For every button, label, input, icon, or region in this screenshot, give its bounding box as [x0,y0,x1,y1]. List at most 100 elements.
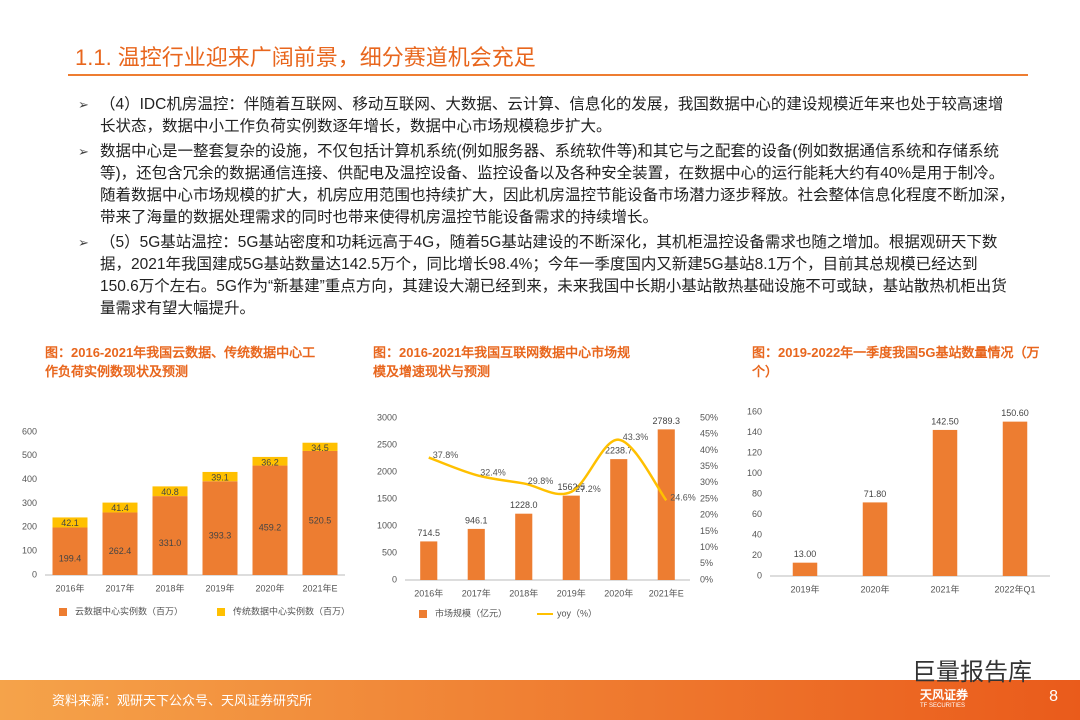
bullet: （5）5G基站温控：5G基站密度和功耗远高于4G，随着5G基站建设的不断深化，其… [78,232,1016,320]
y-tick-label: 100 [22,546,37,556]
bar [202,481,238,575]
bar [862,502,888,576]
y-tick-label: 1500 [377,493,397,503]
x-tick-label: 2018年 [509,587,538,598]
value-label: 1228.0 [510,500,538,510]
value-label: 2238.7 [605,445,633,455]
y2-tick-label: 45% [700,429,718,439]
legend-swatch [419,610,427,618]
chart-title: 图：2016-2021年我国云数据、传统数据中心工作负荷实例数现状及预测 [45,345,316,379]
value-label: 13.00 [794,549,817,559]
source-note: 资料来源：观研天下公众号、天风证券研究所 [52,693,313,708]
y2-tick-label: 40% [700,445,718,455]
y-tick-label: 60 [752,509,762,519]
y2-tick-label: 10% [700,542,718,552]
value-label: 43.3% [623,432,649,442]
bar [420,541,438,580]
x-tick-label: 2019年 [205,582,234,593]
y-tick-label: 500 [382,547,397,557]
y-tick-label: 100 [747,468,762,478]
bar [792,562,818,576]
bar [515,513,533,580]
y-tick-label: 3000 [377,412,397,422]
value-label: 2789.3 [652,416,680,426]
x-tick-label: 2019年 [557,587,586,598]
slide-title: 1.1. 温控行业迎来广阔前景，细分赛道机会充足 [75,45,536,70]
value-label: 42.1 [61,518,79,528]
bar [657,429,675,580]
value-label: 199.4 [59,554,82,564]
value-label: 41.4 [111,503,129,513]
value-label: 520.5 [309,515,332,525]
legend-swatch [59,608,67,616]
value-label: 39.1 [211,472,229,482]
value-label: 262.4 [109,546,132,556]
bar [52,517,88,528]
x-tick-label: 2019年 [790,583,819,594]
value-label: 142.50 [931,416,959,426]
bar [610,459,628,580]
y-tick-label: 1000 [377,520,397,530]
x-tick-label: 2021年E [302,582,337,593]
bar [252,456,288,466]
y2-tick-label: 20% [700,510,718,520]
bar [102,502,138,513]
y-tick-label: 2000 [377,466,397,476]
legend-label: yoy（%） [557,608,597,618]
x-tick-label: 2018年 [155,582,184,593]
y-tick-label: 140 [747,427,762,437]
y-tick-label: 40 [752,529,762,539]
y2-tick-label: 15% [700,526,718,536]
value-label: 27.2% [575,484,601,494]
value-label: 32.4% [480,467,506,477]
x-tick-label: 2016年 [414,587,443,598]
y-tick-label: 20 [752,550,762,560]
y-tick-label: 0 [32,569,37,579]
footer-bar [0,680,1080,720]
value-label: 1562.5 [557,482,585,492]
x-tick-label: 2022年Q1 [994,583,1035,594]
page-number: 8 [1049,688,1058,705]
bar [102,512,138,575]
value-label: 459.2 [259,523,282,533]
value-label: 36.2 [261,457,279,467]
legend-label: 云数据中心实例数（百万） [75,605,183,616]
value-label: 714.5 [417,528,440,538]
y-tick-label: 120 [747,447,762,457]
y-tick-label: 400 [22,474,37,484]
y2-tick-label: 25% [700,493,718,503]
bar [202,471,238,482]
bar [252,465,288,575]
y2-tick-label: 5% [700,558,713,568]
x-tick-label: 2016年 [55,582,84,593]
value-label: 331.0 [159,538,182,548]
value-label: 34.5 [311,443,329,453]
line [428,438,668,502]
bar [562,495,580,580]
bullet-list: （4）IDC机房温控：伴随着互联网、移动互联网、大数据、云计算、信息化的发展，我… [78,94,1016,323]
bar [302,442,338,451]
x-tick-label: 2021年E [649,587,684,598]
y-tick-label: 0 [757,570,762,580]
value-label: 393.3 [209,531,232,541]
y-tick-label: 200 [22,522,37,532]
x-tick-label: 2017年 [105,582,134,593]
x-tick-label: 2021年 [930,583,959,594]
title-rule [68,74,1028,76]
bar [932,429,958,576]
y2-tick-label: 30% [700,477,718,487]
bullet: 数据中心是一整套复杂的设施，不仅包括计算机系统(例如服务器、系统软件等)和其它与… [78,141,1016,229]
watermark: 巨量报告库 [912,659,1032,686]
y-tick-label: 80 [752,488,762,498]
bar [1002,421,1028,576]
y-tick-label: 2500 [377,439,397,449]
y-tick-label: 300 [22,498,37,508]
value-label: 71.80 [864,489,887,499]
x-tick-label: 2020年 [255,582,284,593]
chart-title: 图：2016-2021年我国互联网数据中心市场规模及增速现状与预测 [373,345,631,379]
y2-tick-label: 35% [700,461,718,471]
y2-tick-label: 0% [700,574,713,584]
x-tick-label: 2017年 [462,587,491,598]
